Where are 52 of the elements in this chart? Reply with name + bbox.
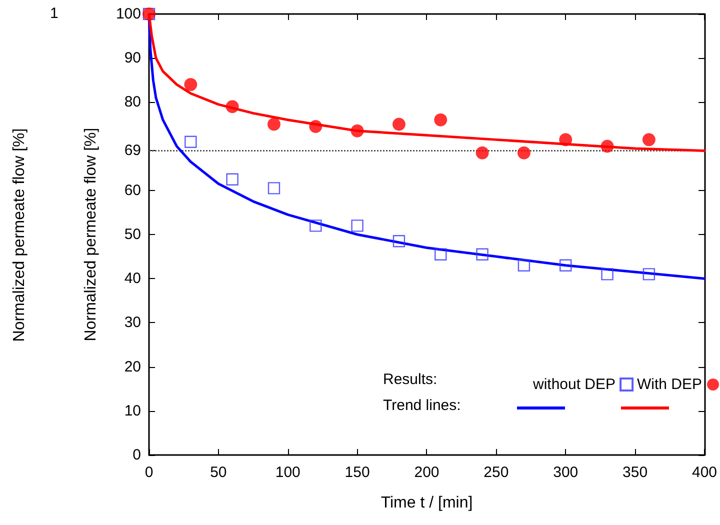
y-tick-label: 69 bbox=[124, 142, 141, 160]
x-tick-label: 200 bbox=[414, 464, 440, 481]
x-axis-title: Time t / [min] bbox=[380, 494, 473, 512]
x-tick-label: 100 bbox=[275, 464, 300, 481]
point bbox=[476, 248, 488, 260]
y-tick-label: 40 bbox=[124, 270, 141, 288]
point bbox=[310, 220, 322, 232]
x-tick-label: 300 bbox=[553, 464, 578, 481]
y-tick-label: 20 bbox=[124, 358, 141, 376]
point bbox=[226, 100, 239, 114]
text: Normalized permeate flow [%] bbox=[11, 128, 29, 342]
y-tick-label: 0 bbox=[132, 446, 141, 464]
y-tick-label: 60 bbox=[124, 182, 141, 199]
point bbox=[560, 259, 572, 272]
point bbox=[350, 124, 364, 138]
x-tick-label: 350 bbox=[622, 464, 648, 481]
y-tick-label: 90 bbox=[124, 50, 141, 67]
point bbox=[601, 268, 614, 280]
point bbox=[476, 146, 489, 160]
x-tick-label: 250 bbox=[484, 464, 509, 481]
point bbox=[268, 118, 280, 131]
point bbox=[517, 146, 530, 160]
y-tick-label: 80 bbox=[124, 94, 141, 111]
annotation: Results: bbox=[383, 371, 438, 388]
x-tick-label: 50 bbox=[210, 464, 227, 481]
y-tick-label: 100 bbox=[116, 6, 141, 22]
point bbox=[351, 220, 364, 232]
y-tick-label: 10 bbox=[124, 402, 141, 420]
point bbox=[434, 113, 448, 126]
point bbox=[268, 182, 280, 194]
point bbox=[434, 248, 447, 260]
point bbox=[392, 235, 406, 248]
legend-label: With DEP bbox=[636, 376, 702, 393]
text: 1 bbox=[50, 5, 58, 22]
point bbox=[559, 133, 572, 146]
point bbox=[518, 259, 530, 272]
y-tick-label: 50 bbox=[124, 226, 141, 243]
point bbox=[184, 78, 198, 92]
point bbox=[642, 268, 656, 280]
legend-label: without DEP bbox=[532, 376, 616, 393]
point bbox=[642, 133, 656, 146]
x-tick-label: 150 bbox=[344, 464, 370, 481]
x-tick-label: 400 bbox=[692, 464, 717, 481]
y-tick-label: 30 bbox=[124, 314, 141, 332]
point bbox=[184, 136, 197, 148]
point bbox=[226, 173, 238, 186]
point bbox=[600, 140, 614, 153]
point bbox=[309, 120, 322, 133]
annotation: Trend lines: bbox=[383, 397, 461, 414]
x-tick-label: 0 bbox=[144, 464, 154, 481]
point bbox=[392, 118, 406, 131]
y-axis-title: Normalized permeate flow [%] bbox=[82, 128, 100, 342]
